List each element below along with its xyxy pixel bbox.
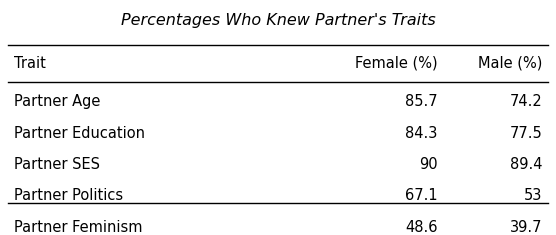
Text: 39.7: 39.7 [510, 219, 542, 235]
Text: 90: 90 [419, 157, 438, 172]
Text: Trait: Trait [14, 56, 46, 71]
Text: 77.5: 77.5 [509, 125, 542, 141]
Text: Partner Education: Partner Education [14, 125, 145, 141]
Text: Partner Age: Partner Age [14, 94, 100, 109]
Text: 67.1: 67.1 [405, 188, 438, 203]
Text: Female (%): Female (%) [355, 56, 438, 71]
Text: 85.7: 85.7 [405, 94, 438, 109]
Text: 53: 53 [524, 188, 542, 203]
Text: Partner SES: Partner SES [14, 157, 100, 172]
Text: 89.4: 89.4 [510, 157, 542, 172]
Text: 74.2: 74.2 [509, 94, 542, 109]
Text: 48.6: 48.6 [405, 219, 438, 235]
Text: Male (%): Male (%) [478, 56, 542, 71]
Text: Partner Feminism: Partner Feminism [14, 219, 142, 235]
Text: Percentages Who Knew Partner's Traits: Percentages Who Knew Partner's Traits [121, 13, 435, 28]
Text: 84.3: 84.3 [405, 125, 438, 141]
Text: Partner Politics: Partner Politics [14, 188, 123, 203]
